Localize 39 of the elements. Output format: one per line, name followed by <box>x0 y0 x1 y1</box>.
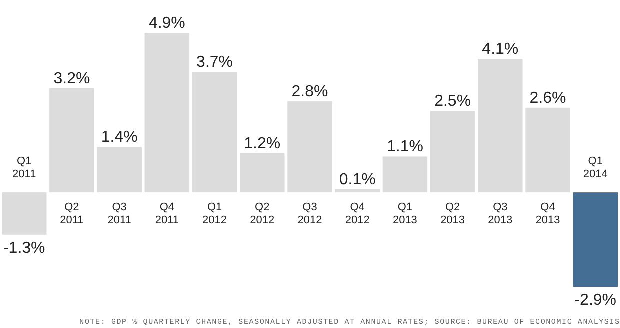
bar <box>97 146 142 193</box>
x-tick-label: Q2 2012 <box>250 202 275 227</box>
bar <box>2 192 47 235</box>
bar <box>144 33 190 193</box>
x-tick-label: Q1 2011 <box>12 156 36 181</box>
data-label: -1.3% <box>3 240 46 257</box>
data-label: 2.6% <box>530 90 566 107</box>
x-tick-label: Q1 2014 <box>583 156 608 181</box>
x-tick-label: Q2 2013 <box>440 202 466 227</box>
data-label: 2.8% <box>292 83 328 100</box>
bar <box>382 156 428 193</box>
data-label: 0.1% <box>339 171 376 188</box>
x-tick-label: Q3 2012 <box>298 202 322 227</box>
bar <box>573 192 618 287</box>
data-label: -2.9% <box>574 292 617 309</box>
data-label: 3.7% <box>196 54 234 72</box>
data-label: 4.1% <box>482 41 519 58</box>
bar <box>240 153 285 193</box>
bar <box>335 189 380 193</box>
x-tick-label: Q4 2013 <box>536 202 560 227</box>
bar <box>50 88 94 193</box>
data-label: 1.2% <box>244 135 281 152</box>
bar <box>430 111 476 193</box>
bar <box>526 108 570 193</box>
x-tick-label: Q3 2013 <box>488 202 513 227</box>
data-label: 3.2% <box>54 70 90 88</box>
x-tick-label: Q4 2011 <box>155 202 180 227</box>
x-tick-label: Q2 2011 <box>60 202 84 227</box>
x-tick-label: Q1 2012 <box>202 202 228 227</box>
bar <box>478 59 523 193</box>
x-tick-label: Q3 2011 <box>108 202 132 227</box>
data-label: 1.1% <box>386 138 424 156</box>
x-tick-label: Q1 2013 <box>392 202 418 227</box>
x-tick-label: Q4 2012 <box>345 202 370 227</box>
data-label: 2.5% <box>434 93 472 110</box>
bar <box>288 101 332 193</box>
data-label: 1.4% <box>101 128 138 146</box>
bar <box>192 72 238 193</box>
data-label: 4.9% <box>148 15 186 32</box>
